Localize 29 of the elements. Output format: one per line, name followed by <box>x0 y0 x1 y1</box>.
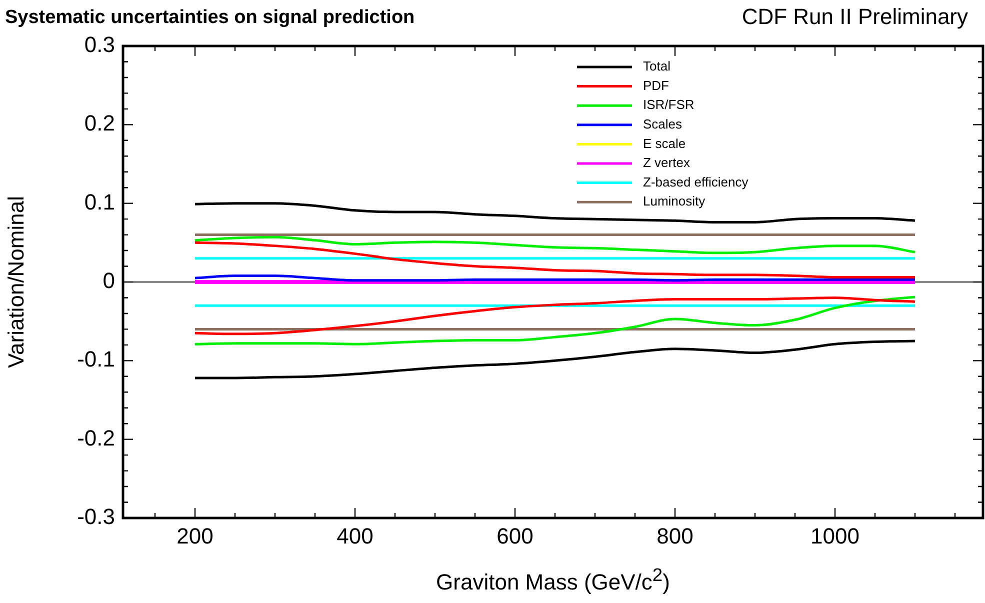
line-series <box>194 340 916 380</box>
legend-label: Luminosity <box>643 194 706 209</box>
line-series <box>194 296 916 336</box>
x-tick-label: 200 <box>176 523 214 548</box>
y-tick-label: 0.3 <box>84 32 115 58</box>
y-axis-title: Variation/Nominal <box>3 196 28 368</box>
y-tick-label: -0.1 <box>77 346 115 372</box>
x-tick-label: 800 <box>656 523 694 548</box>
chart-subtitle: CDF Run II Preliminary <box>742 4 968 30</box>
chart-title: Systematic uncertainties on signal prediction <box>5 7 415 28</box>
line-series <box>194 296 916 346</box>
y-tick-label: 0 <box>102 268 115 294</box>
x-tick-label: 600 <box>496 523 534 548</box>
line-series <box>194 241 916 279</box>
x-axis-title: Graviton Mass (GeV/c$^{2}$) <box>435 563 671 596</box>
y-tick-label: 0.1 <box>84 189 115 214</box>
y-tick-label: 0.2 <box>84 110 115 136</box>
legend-label: PDF <box>643 78 670 93</box>
legend-label: Total <box>643 58 671 74</box>
line-series <box>194 236 916 254</box>
y-tick-label: -0.3 <box>77 504 115 530</box>
x-tick-label: 400 <box>336 523 374 548</box>
legend-label: ISR/FSR <box>643 97 694 112</box>
legend-label: E scale <box>643 136 686 151</box>
legend-label: Z-based efficiency <box>643 174 749 190</box>
legend-label: Z vertex <box>643 155 690 170</box>
legend-label: Scales <box>643 116 683 132</box>
x-tick-label: 1000 <box>810 523 860 548</box>
y-tick-label: -0.2 <box>77 425 115 450</box>
